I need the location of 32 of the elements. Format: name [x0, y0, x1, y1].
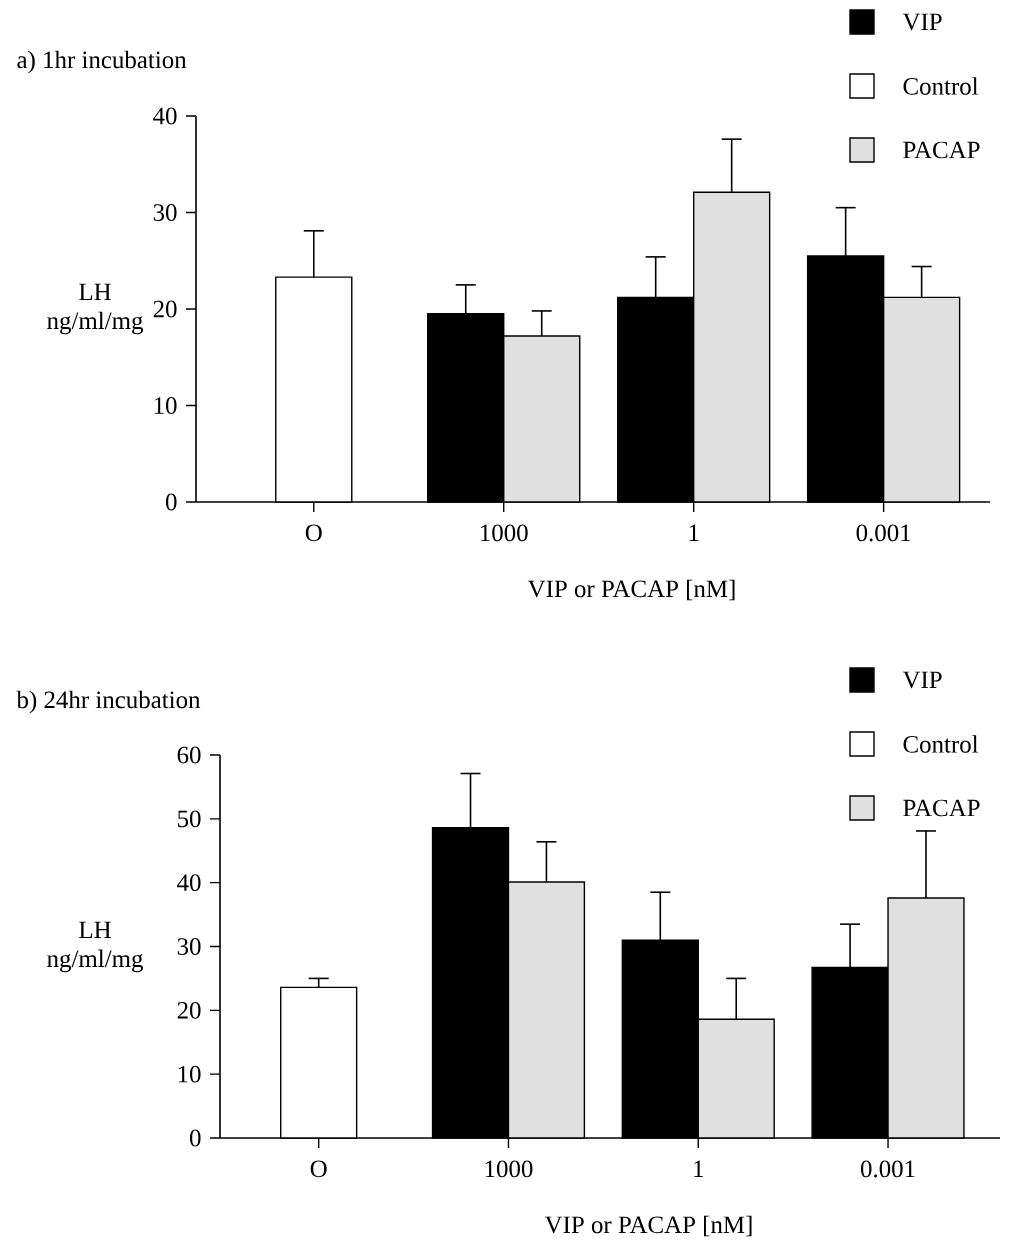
chart-title: b) 24hr incubation [16, 690, 201, 714]
y-tick-label: 20 [177, 1001, 201, 1019]
x-tick-label: 1 [694, 1160, 703, 1177]
legend-label: PACAP [903, 141, 980, 159]
y-tick-label: 40 [177, 874, 201, 892]
legend-label: Control [903, 77, 979, 95]
x-tick-label: 0.001 [856, 524, 911, 542]
y-tick-label: 50 [178, 810, 201, 828]
legend-label: VIP [902, 13, 942, 31]
legend-label: PACAP [903, 799, 980, 817]
chart-title: a) 1hr incubation [17, 50, 187, 74]
legend-label: Control [903, 735, 979, 753]
y-tick-label: 30 [177, 938, 201, 955]
x-tick-label: 0.001 [860, 1160, 915, 1178]
y-tick-label: 30 [153, 204, 177, 221]
legend-label: VIP [902, 671, 942, 689]
x-axis-title: VIP or PACAP [nM] [544, 1215, 752, 1237]
y-tick-label: 10 [154, 397, 177, 414]
x-tick-label: O [310, 1160, 327, 1178]
y-tick-label: 0 [190, 1129, 201, 1147]
x-tick-label: 1000 [481, 524, 528, 542]
x-tick-label: O [305, 524, 322, 542]
y-axis-title: LH ng/ml/mg [47, 283, 143, 335]
y-tick-label: 40 [153, 107, 177, 125]
y-tick-label: 20 [153, 300, 177, 318]
y-tick-label: 10 [178, 1065, 201, 1083]
y-tick-label: 60 [177, 746, 201, 764]
x-tick-label: 1 [689, 524, 699, 541]
y-axis-title: LH ng/ml/mg [47, 921, 143, 973]
x-tick-label: 1000 [485, 1160, 533, 1178]
x-axis-title: VIP or PACAP [nM] [527, 579, 735, 601]
y-tick-label: 0 [166, 493, 177, 511]
